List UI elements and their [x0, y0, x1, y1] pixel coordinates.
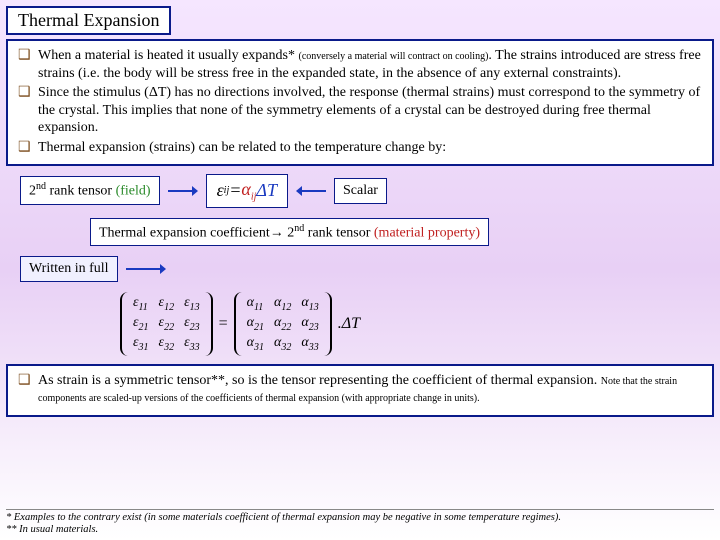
- bullet-list-2: As strain is a symmetric tensor**, so is…: [16, 372, 704, 407]
- text: Written in full: [29, 261, 109, 276]
- content-box-1: When a material is heated it usually exp…: [6, 39, 714, 166]
- footnotes: * Examples to the contrary exist (in som…: [6, 509, 714, 536]
- equation-box: εij = αij ΔT: [206, 174, 288, 208]
- text: As strain is a symmetric tensor**, so is…: [38, 373, 601, 388]
- sup: nd: [36, 181, 46, 192]
- footnote-line: ** In usual materials.: [6, 524, 714, 536]
- text: Thermal expansion (strains) can be relat…: [38, 140, 446, 155]
- footnote-line: * Examples to the contrary exist (in som…: [6, 512, 714, 524]
- alpha: α: [241, 179, 250, 199]
- diagram-area: 2nd rank tensor (field) εij = αij ΔT Sca…: [20, 174, 720, 356]
- title-box: Thermal Expansion: [6, 6, 171, 35]
- delta-t: ΔT: [256, 180, 277, 201]
- text: rank tensor: [304, 225, 374, 240]
- sup: nd: [294, 223, 304, 234]
- eps: ε: [217, 180, 224, 201]
- title-text: Thermal Expansion: [18, 10, 159, 30]
- text: Since the stimulus (ΔT) has no direction…: [38, 85, 700, 135]
- written-row: Written in full: [20, 256, 720, 282]
- arrow-left-icon: [296, 181, 326, 201]
- arrow-right-icon: [168, 181, 198, 201]
- text: When a material is heated it usually exp…: [38, 48, 298, 63]
- small-text: (conversely a material will contract on …: [298, 51, 488, 62]
- equals: =: [229, 180, 241, 201]
- list-item: Since the stimulus (ΔT) has no direction…: [16, 84, 704, 137]
- text: Thermal expansion coefficient→ 2: [99, 225, 294, 240]
- dot-delta-t: .ΔT: [338, 315, 360, 333]
- green-text: (field): [116, 184, 151, 199]
- red-text: (material property): [374, 225, 480, 240]
- scalar-label: Scalar: [334, 178, 387, 204]
- eps-matrix: ε11ε12ε13ε21ε22ε23ε31ε32ε33: [120, 292, 213, 355]
- written-label: Written in full: [20, 256, 118, 282]
- text: Scalar: [343, 183, 378, 198]
- list-item: When a material is heated it usually exp…: [16, 47, 704, 82]
- content-box-2: As strain is a symmetric tensor**, so is…: [6, 364, 714, 417]
- coeff-row: Thermal expansion coefficient→ 2nd rank …: [90, 218, 720, 247]
- equals: =: [219, 315, 228, 333]
- bullet-list-1: When a material is heated it usually exp…: [16, 47, 704, 156]
- coefficient-label: Thermal expansion coefficient→ 2nd rank …: [90, 218, 489, 247]
- matrix-equation: ε11ε12ε13ε21ε22ε23ε31ε32ε33 = α11α12α13α…: [120, 292, 720, 355]
- equation-row: 2nd rank tensor (field) εij = αij ΔT Sca…: [20, 174, 720, 208]
- text: 2: [29, 184, 36, 199]
- text: rank tensor: [46, 184, 116, 199]
- tensor-field-label: 2nd rank tensor (field): [20, 176, 160, 205]
- arrow-right-icon: [126, 259, 166, 279]
- alpha-matrix: α11α12α13α21α22α23α31α32α33: [234, 292, 332, 355]
- list-item: As strain is a symmetric tensor**, so is…: [16, 372, 704, 407]
- list-item: Thermal expansion (strains) can be relat…: [16, 139, 704, 157]
